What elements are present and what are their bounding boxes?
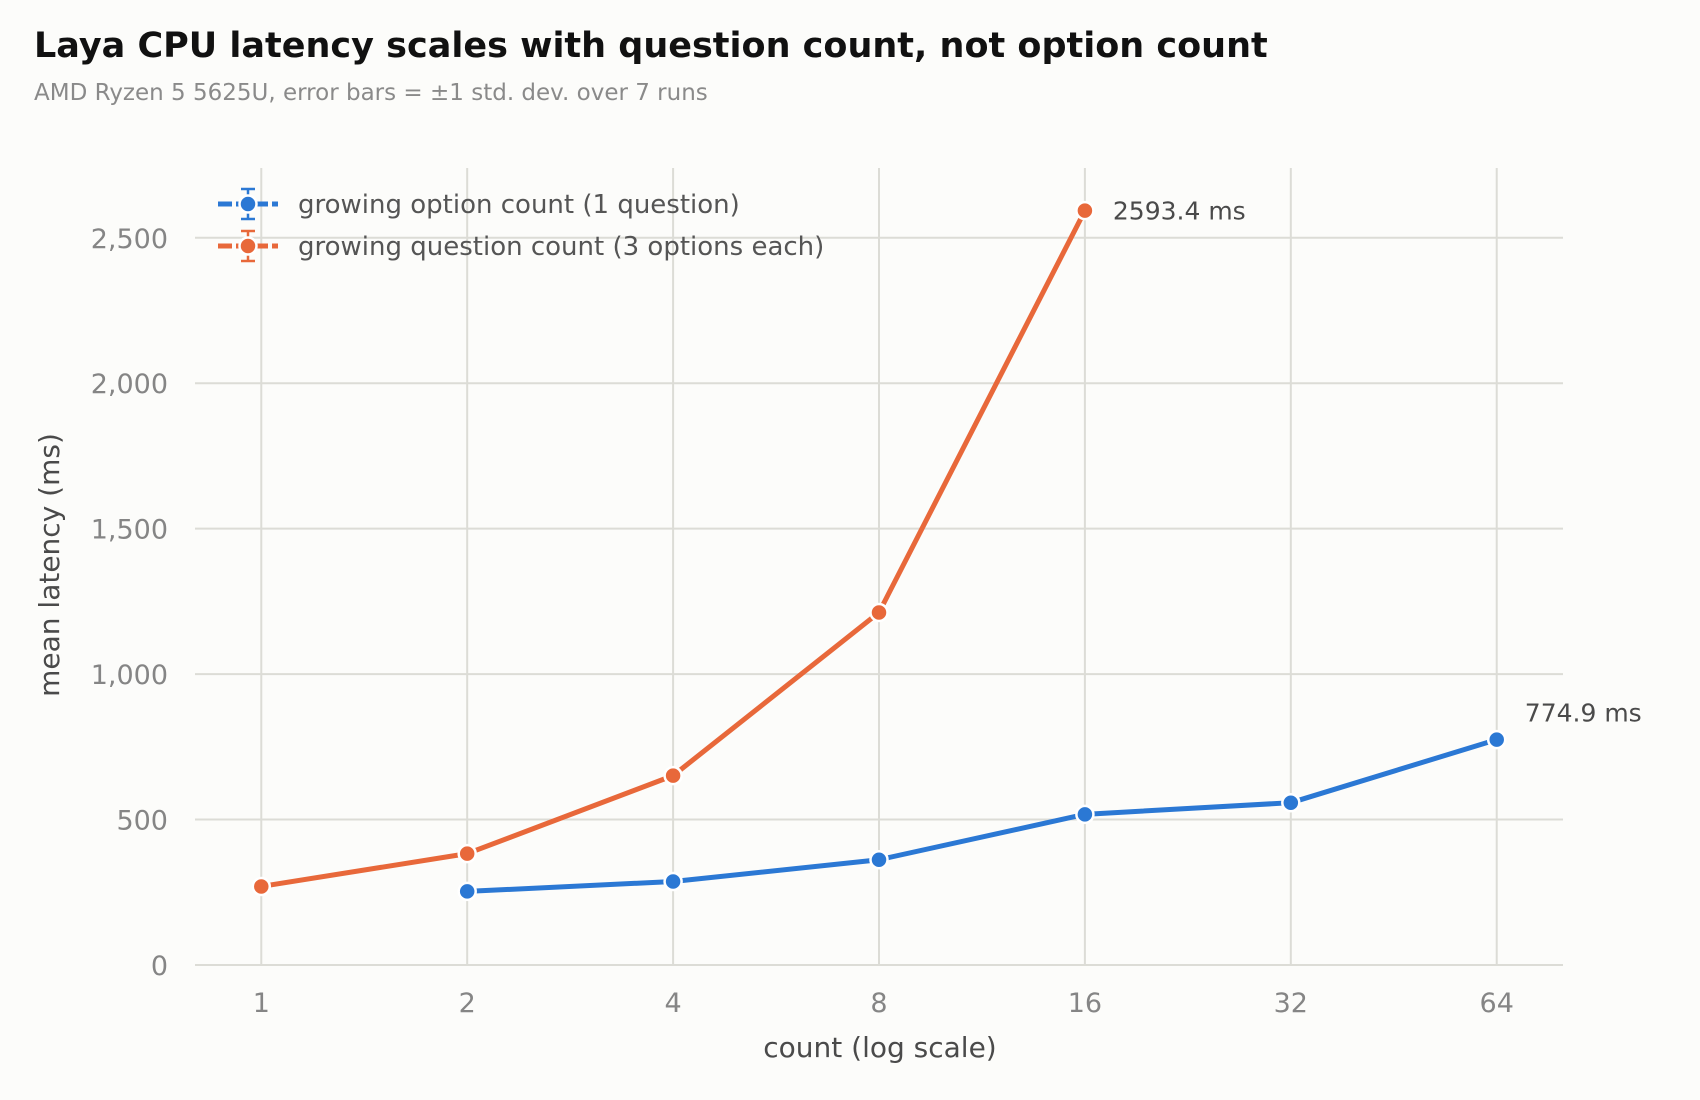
legend-label: growing option count (1 question) (298, 190, 740, 220)
data-point (869, 602, 889, 623)
chart-title: Laya CPU latency scales with question co… (34, 26, 1268, 66)
x-tick-label: 16 (1068, 988, 1102, 1019)
y-tick-label: 1,500 (91, 515, 168, 546)
data-point (457, 881, 477, 902)
legend-marker (238, 194, 258, 214)
data-point (251, 876, 272, 897)
x-tick-label: 32 (1274, 988, 1308, 1019)
axes: 1 2 4 8 16 32 64 0 500 1,000 1,500 2,000 2,500 (91, 224, 1514, 1019)
data-label: 774.9 ms (1525, 699, 1642, 728)
x-tick-label: 4 (665, 988, 682, 1019)
grid (195, 168, 1563, 966)
legend-label: growing question count (3 options each) (298, 232, 824, 262)
x-tick-label: 2 (459, 988, 476, 1019)
data-point (1281, 792, 1301, 813)
x-axis-label: count (log scale) (763, 1031, 996, 1064)
data-point (1075, 804, 1095, 825)
x-tick-label: 8 (870, 988, 887, 1019)
series-line (464, 737, 1500, 894)
y-axis-label: mean latency (ms) (33, 433, 66, 697)
series: 774.9 ms 2593.4 ms (251, 197, 1642, 902)
data-point (1486, 729, 1507, 750)
data-point (1075, 200, 1095, 221)
y-tick-label: 1,000 (91, 660, 168, 691)
data-point (869, 849, 889, 870)
legend: growing option count (1 question) growing… (218, 187, 824, 263)
chart-subtitle: AMD Ryzen 5 5625U, error bars = ±1 std. … (34, 80, 708, 106)
data-point (457, 843, 477, 864)
data-point (663, 871, 683, 892)
data-label: 2593.4 ms (1113, 197, 1246, 226)
y-tick-label: 2,000 (91, 369, 168, 400)
x-tick-label: 1 (253, 988, 270, 1019)
data-point (663, 765, 683, 786)
y-tick-label: 500 (116, 806, 168, 837)
y-tick-label: 0 (151, 951, 168, 982)
x-tick-label: 64 (1480, 988, 1514, 1019)
legend-marker (238, 236, 258, 256)
y-tick-label: 2,500 (91, 224, 168, 255)
